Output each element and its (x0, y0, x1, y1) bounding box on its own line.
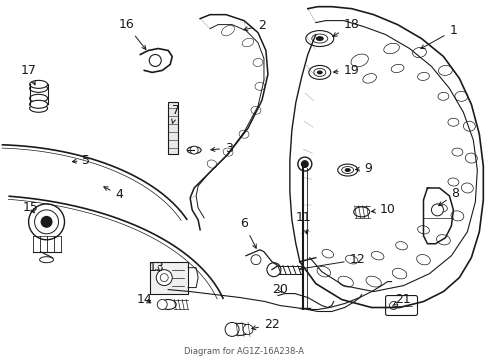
Ellipse shape (344, 168, 350, 172)
Circle shape (190, 146, 198, 154)
Ellipse shape (454, 91, 467, 101)
Bar (150, 262, 188, 293)
Text: 13: 13 (148, 261, 163, 274)
Ellipse shape (412, 48, 426, 58)
Ellipse shape (242, 38, 253, 47)
Text: 9: 9 (355, 162, 372, 175)
Ellipse shape (383, 43, 399, 54)
Text: 22: 22 (251, 318, 279, 331)
Ellipse shape (463, 121, 474, 131)
Circle shape (250, 255, 261, 265)
Ellipse shape (461, 183, 472, 193)
Ellipse shape (337, 164, 357, 176)
Text: 7: 7 (171, 104, 180, 123)
Ellipse shape (30, 100, 47, 108)
Ellipse shape (395, 242, 407, 250)
Circle shape (160, 274, 168, 282)
Ellipse shape (436, 235, 449, 245)
Ellipse shape (187, 147, 201, 154)
Ellipse shape (447, 118, 458, 126)
Ellipse shape (370, 252, 383, 260)
Text: 6: 6 (240, 217, 256, 248)
Text: 2: 2 (244, 19, 265, 32)
Ellipse shape (223, 148, 232, 156)
Ellipse shape (437, 92, 448, 100)
Circle shape (41, 216, 52, 228)
Text: 5: 5 (72, 154, 90, 167)
Text: 10: 10 (371, 203, 395, 216)
Ellipse shape (438, 66, 451, 76)
Circle shape (243, 324, 252, 334)
Text: 16: 16 (118, 18, 145, 49)
Ellipse shape (391, 268, 406, 279)
Ellipse shape (30, 84, 47, 92)
Text: 21: 21 (392, 293, 410, 306)
Circle shape (300, 160, 308, 168)
Ellipse shape (315, 36, 323, 41)
Ellipse shape (239, 130, 248, 138)
Ellipse shape (308, 66, 330, 80)
Ellipse shape (321, 249, 333, 258)
Text: Diagram for AG1Z-16A238-A: Diagram for AG1Z-16A238-A (184, 347, 304, 356)
Ellipse shape (447, 178, 458, 186)
Ellipse shape (345, 255, 357, 264)
Circle shape (389, 302, 397, 310)
Ellipse shape (350, 54, 367, 67)
Ellipse shape (40, 257, 53, 263)
Circle shape (224, 323, 239, 336)
Ellipse shape (305, 31, 333, 46)
Circle shape (157, 300, 167, 310)
Text: 19: 19 (333, 64, 359, 77)
Text: 20: 20 (271, 283, 287, 296)
Ellipse shape (250, 106, 261, 114)
Bar (168, 102, 178, 154)
Circle shape (430, 204, 443, 216)
Circle shape (35, 210, 59, 234)
Ellipse shape (30, 104, 47, 112)
Ellipse shape (311, 34, 327, 43)
Ellipse shape (229, 323, 249, 336)
Text: 18: 18 (332, 18, 359, 36)
Text: 17: 17 (20, 64, 37, 85)
Ellipse shape (316, 71, 322, 75)
Ellipse shape (365, 276, 381, 287)
Ellipse shape (450, 211, 463, 221)
Text: 11: 11 (295, 211, 311, 234)
Ellipse shape (316, 266, 330, 277)
Ellipse shape (362, 73, 376, 83)
Ellipse shape (390, 64, 403, 73)
Ellipse shape (341, 167, 353, 174)
Ellipse shape (417, 226, 428, 234)
Ellipse shape (30, 94, 47, 102)
Text: 12: 12 (299, 253, 365, 270)
Ellipse shape (353, 207, 369, 217)
Text: 15: 15 (22, 201, 39, 215)
Ellipse shape (30, 80, 47, 88)
Ellipse shape (221, 25, 234, 36)
Text: 3: 3 (210, 141, 232, 155)
Ellipse shape (451, 148, 462, 156)
FancyBboxPatch shape (385, 296, 417, 315)
Text: 4: 4 (103, 187, 123, 202)
Circle shape (29, 204, 64, 240)
Circle shape (297, 157, 311, 171)
Ellipse shape (313, 68, 325, 76)
Ellipse shape (337, 276, 353, 287)
Ellipse shape (252, 58, 263, 67)
Text: 8: 8 (438, 188, 458, 206)
Ellipse shape (207, 160, 217, 168)
Circle shape (149, 54, 161, 67)
Ellipse shape (435, 204, 447, 212)
Ellipse shape (416, 255, 429, 265)
Ellipse shape (465, 153, 476, 163)
Ellipse shape (160, 300, 176, 310)
Ellipse shape (254, 82, 264, 90)
Text: 1: 1 (420, 24, 456, 49)
Text: 14: 14 (136, 293, 152, 306)
Circle shape (156, 270, 172, 285)
Ellipse shape (417, 72, 428, 80)
Circle shape (266, 263, 280, 276)
